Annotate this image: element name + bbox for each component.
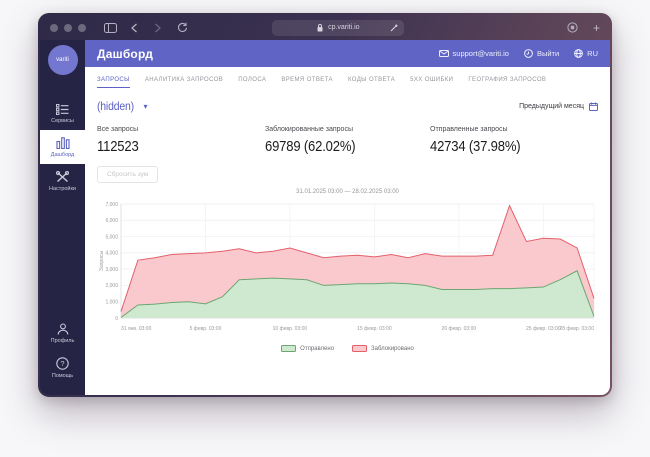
svg-text:7,000: 7,000 [105, 202, 118, 208]
svg-text:25 февр. 03:00: 25 февр. 03:00 [526, 326, 561, 332]
sidebar-item-dashboard[interactable]: Дашборд [40, 130, 85, 164]
svg-text:31 янв. 03:00: 31 янв. 03:00 [121, 326, 152, 332]
svg-text:20 февр. 03:00: 20 февр. 03:00 [442, 326, 477, 332]
sidebar-item-settings[interactable]: Настройки [40, 164, 85, 198]
svg-text:?: ? [60, 359, 64, 368]
legend-label: Отправлено [300, 345, 335, 352]
maximize-window-icon[interactable] [78, 23, 86, 32]
requests-chart[interactable]: 0 1,000 2,000 3,000 4,000 5,000 6,000 7,000 31 я… [97, 197, 598, 342]
app-sidebar: variti Сервисы [40, 40, 85, 395]
sidebar-item-label: Дашборд [50, 152, 75, 158]
stat-value: 69789 (62.02%) [265, 138, 356, 155]
tab-requests[interactable]: ЗАПРОСЫ [97, 77, 130, 88]
stat-sent-requests: Отправленные запросы 42734 (37.98%) [430, 126, 598, 155]
sidebar-toggle-icon[interactable] [101, 19, 119, 37]
legend-label: Заблокировано [371, 345, 414, 352]
sidebar-item-services[interactable]: Сервисы [40, 97, 85, 130]
logout-label: Выйти [536, 49, 560, 58]
dashboard-tabs: ЗАПРОСЫ АНАЛИТИКА ЗАПРОСОВ ПОЛОСА ВРЕМЯ … [97, 77, 598, 88]
stats-row: Все запросы 112523 Заблокированные запро… [97, 126, 598, 155]
service-selector-value: (hidden) [97, 99, 134, 113]
stat-label: Все запросы [97, 126, 139, 133]
profile-icon [57, 323, 68, 335]
sent-swatch-icon [281, 345, 297, 352]
language-switcher[interactable]: RU [574, 49, 598, 58]
tab-bandwidth[interactable]: ПОЛОСА [238, 77, 267, 83]
chart-date-range: 31.01.2025 03:00 — 28.02.2025 03:00 [296, 189, 399, 195]
service-selector[interactable]: (hidden) ▾ [97, 99, 147, 113]
sidebar-item-profile[interactable]: Профиль [40, 316, 85, 350]
svg-text:28 февр. 03:00: 28 февр. 03:00 [559, 326, 594, 332]
dashboard-chart-icon [55, 137, 70, 149]
tabs-overview-icon[interactable] [564, 19, 582, 37]
app-header: Дашборд support@variti.io Выйти [85, 40, 610, 67]
tab-request-analytics[interactable]: АНАЛИТИКА ЗАПРОСОВ [144, 77, 224, 83]
stat-total-requests: Все запросы 112523 [97, 126, 265, 155]
close-window-icon[interactable] [50, 23, 58, 32]
mail-icon [438, 50, 449, 57]
chevron-down-icon: ▾ [143, 101, 148, 111]
tools-icon [56, 171, 69, 183]
window-controls[interactable] [50, 23, 86, 32]
logout-button[interactable]: Выйти [524, 49, 559, 58]
svg-text:4,000: 4,000 [105, 251, 118, 257]
reset-zoom-button[interactable]: Сбросить зум [97, 166, 159, 183]
svg-text:3,000: 3,000 [105, 267, 118, 273]
tab-response-time[interactable]: ВРЕМЯ ОТВЕТА [281, 77, 333, 83]
minimize-window-icon[interactable] [64, 23, 72, 32]
sidebar-item-help[interactable]: ? Помощь [40, 350, 85, 385]
calendar-icon [589, 102, 598, 111]
svg-text:1,000: 1,000 [105, 300, 118, 306]
sidebar-item-label: Сервисы [51, 118, 74, 124]
services-list-icon [56, 104, 69, 115]
svg-text:5,000: 5,000 [105, 234, 118, 240]
stat-value: 112523 [97, 138, 139, 155]
svg-text:15 февр. 03:00: 15 февр. 03:00 [357, 326, 392, 332]
support-email-text: support@variti.io [452, 49, 509, 58]
browser-window: cp.variti.io + variti [38, 13, 612, 397]
blocked-swatch-icon [352, 345, 368, 352]
stat-value: 42734 (37.98%) [430, 138, 521, 155]
url-text: cp.variti.io [328, 24, 360, 31]
tab-request-geography[interactable]: ГЕОГРАФИЯ ЗАПРОСОВ [468, 77, 547, 83]
new-tab-button[interactable]: + [592, 20, 600, 35]
reload-icon[interactable] [173, 19, 191, 37]
legend-item-sent[interactable]: Отправлено [281, 345, 334, 352]
page-edit-icon[interactable] [390, 23, 399, 32]
globe-icon [574, 49, 584, 58]
support-email-link[interactable]: support@variti.io [438, 49, 509, 58]
requests-chart-svg: 0 1,000 2,000 3,000 4,000 5,000 6,000 7,000 31 я… [99, 202, 595, 332]
svg-text:0: 0 [115, 316, 118, 322]
sidebar-item-label: Настройки [49, 186, 76, 192]
logout-icon [524, 49, 533, 58]
svg-text:5 февр. 03:00: 5 февр. 03:00 [190, 326, 222, 332]
tab-response-codes[interactable]: КОДЫ ОТВЕТА [347, 77, 396, 83]
period-selector[interactable]: Предыдущий месяц [519, 102, 598, 111]
period-label: Предыдущий месяц [519, 102, 584, 110]
help-icon: ? [56, 357, 69, 370]
lock-icon [317, 23, 323, 31]
svg-text:2,000: 2,000 [105, 283, 118, 289]
svg-text:6,000: 6,000 [105, 218, 118, 224]
back-icon[interactable] [125, 19, 143, 37]
stat-blocked-requests: Заблокированные запросы 69789 (62.02%) [265, 126, 430, 155]
stat-label: Отправленные запросы [430, 126, 508, 133]
chart-legend: Отправлено Заблокировано [97, 345, 598, 352]
forward-icon[interactable] [149, 19, 167, 37]
language-label: RU [587, 49, 598, 58]
legend-item-blocked[interactable]: Заблокировано [352, 345, 414, 352]
browser-titlebar: cp.variti.io + [40, 15, 610, 40]
address-bar[interactable]: cp.variti.io [272, 19, 405, 36]
sidebar-item-label: Помощь [51, 373, 74, 379]
stat-label: Заблокированные запросы [265, 126, 353, 133]
avatar[interactable]: variti [47, 45, 78, 75]
svg-text:Запросы: Запросы [99, 251, 105, 272]
page-title: Дашборд [97, 46, 154, 61]
svg-text:10 февр. 03:00: 10 февр. 03:00 [273, 326, 308, 332]
tab-5xx-errors[interactable]: 5XX ОШИБКИ [410, 77, 454, 83]
sidebar-item-label: Профиль [50, 338, 75, 344]
